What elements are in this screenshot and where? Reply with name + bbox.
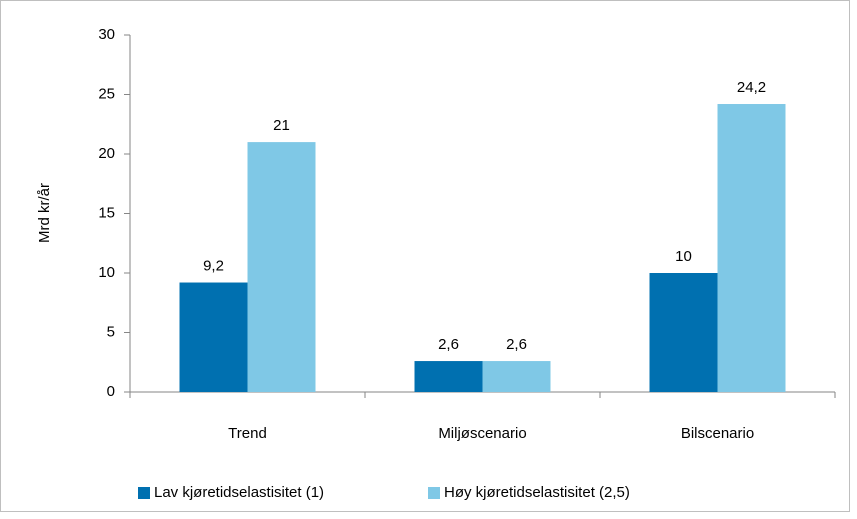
y-tick-label: 20 (98, 145, 115, 162)
data-label: 21 (273, 117, 290, 134)
chart-frame (0, 0, 850, 512)
legend-swatch (138, 487, 150, 499)
x-tick-label: Miljøscenario (438, 425, 526, 442)
x-tick-label: Bilscenario (681, 425, 754, 442)
legend-label: Høy kjøretidselastisitet (2,5) (444, 484, 630, 501)
bar (414, 361, 483, 392)
data-label: 24,2 (737, 79, 766, 96)
y-tick-label: 10 (98, 264, 115, 281)
bar (482, 361, 551, 392)
data-label: 10 (675, 248, 692, 265)
legend-label: Lav kjøretidselastisitet (1) (154, 484, 324, 501)
y-tick-label: 25 (98, 85, 115, 102)
bar (179, 282, 248, 392)
y-tick-label: 0 (107, 383, 115, 400)
y-tick-label: 5 (107, 323, 115, 340)
legend-swatch (428, 487, 440, 499)
bar (247, 142, 316, 392)
bar (717, 104, 786, 393)
y-axis-label: Mrd kr/år (36, 183, 53, 243)
x-tick-label: Trend (228, 425, 267, 442)
bar (649, 273, 718, 392)
data-label: 9,2 (203, 257, 224, 274)
data-label: 2,6 (438, 336, 459, 353)
y-tick-label: 15 (98, 204, 115, 221)
data-label: 2,6 (506, 336, 527, 353)
y-tick-label: 30 (98, 26, 115, 43)
